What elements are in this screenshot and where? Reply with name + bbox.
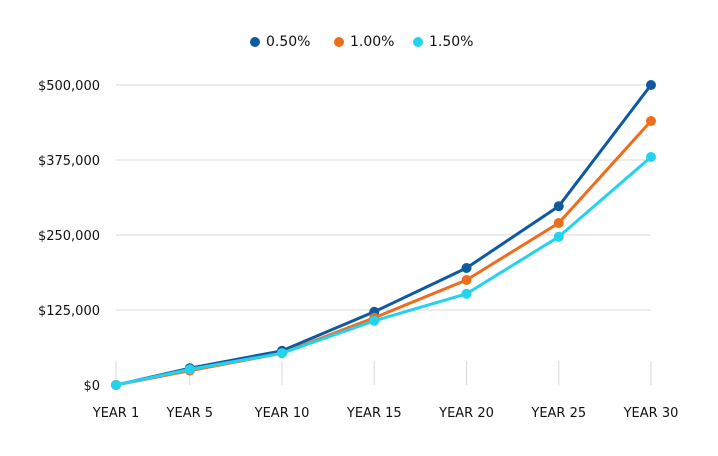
- data-point[interactable]: [461, 288, 472, 299]
- y-tick-label: $125,000: [38, 304, 100, 319]
- legend-label-series-3: 1.50%: [429, 34, 474, 50]
- y-tick-label: $375,000: [38, 154, 100, 169]
- data-point[interactable]: [277, 348, 288, 359]
- legend-item-series-3[interactable]: 1.50%: [413, 34, 473, 50]
- data-point[interactable]: [184, 364, 195, 375]
- data-point[interactable]: [461, 275, 472, 285]
- legend-label-series-2: 1.00%: [350, 34, 395, 50]
- data-point[interactable]: [553, 218, 564, 228]
- series-3: [111, 152, 656, 390]
- x-tick-label: YEAR 20: [438, 406, 494, 421]
- data-point[interactable]: [461, 263, 472, 273]
- series-line: [115, 119, 653, 387]
- data-point[interactable]: [646, 116, 656, 126]
- legend-marker-series-2: [334, 37, 344, 47]
- legend-item-series-1[interactable]: 0.50%: [250, 34, 310, 50]
- x-tick-label: YEAR 10: [254, 406, 310, 421]
- grid-lines: [116, 84, 651, 311]
- x-tick-label: YEAR 1: [92, 406, 139, 421]
- legend-marker-series-3: [413, 37, 423, 47]
- data-point[interactable]: [369, 315, 380, 326]
- series-2: [111, 116, 656, 390]
- y-tick-label: $500,000: [38, 79, 100, 94]
- y-tick-label: $250,000: [38, 229, 100, 244]
- legend-label-series-1: 0.50%: [266, 34, 311, 50]
- data-point[interactable]: [646, 152, 656, 162]
- x-axis-ticks: YEAR 1 YEAR 5 YEAR 10 YEAR 15 YEAR 20 YEAR 25…: [92, 361, 679, 421]
- x-tick-label: YEAR 5: [166, 406, 213, 421]
- legend: 0.50% 1.00% 1.50%: [0, 34, 718, 54]
- legend-marker-series-1: [250, 37, 260, 47]
- data-point[interactable]: [646, 80, 656, 90]
- x-tick-label: YEAR 15: [346, 406, 402, 421]
- y-axis-ticks: $0 $125,000 $250,000 $375,000 $500,000: [38, 79, 100, 394]
- x-tick-label: YEAR 25: [530, 406, 586, 421]
- x-tick-label: YEAR 30: [623, 406, 679, 421]
- y-tick-label: $0: [83, 379, 100, 394]
- data-point[interactable]: [553, 201, 564, 212]
- legend-item-series-2[interactable]: 1.00%: [334, 34, 394, 50]
- series-lines: [111, 80, 656, 390]
- data-point[interactable]: [553, 231, 564, 242]
- data-point[interactable]: [111, 380, 121, 390]
